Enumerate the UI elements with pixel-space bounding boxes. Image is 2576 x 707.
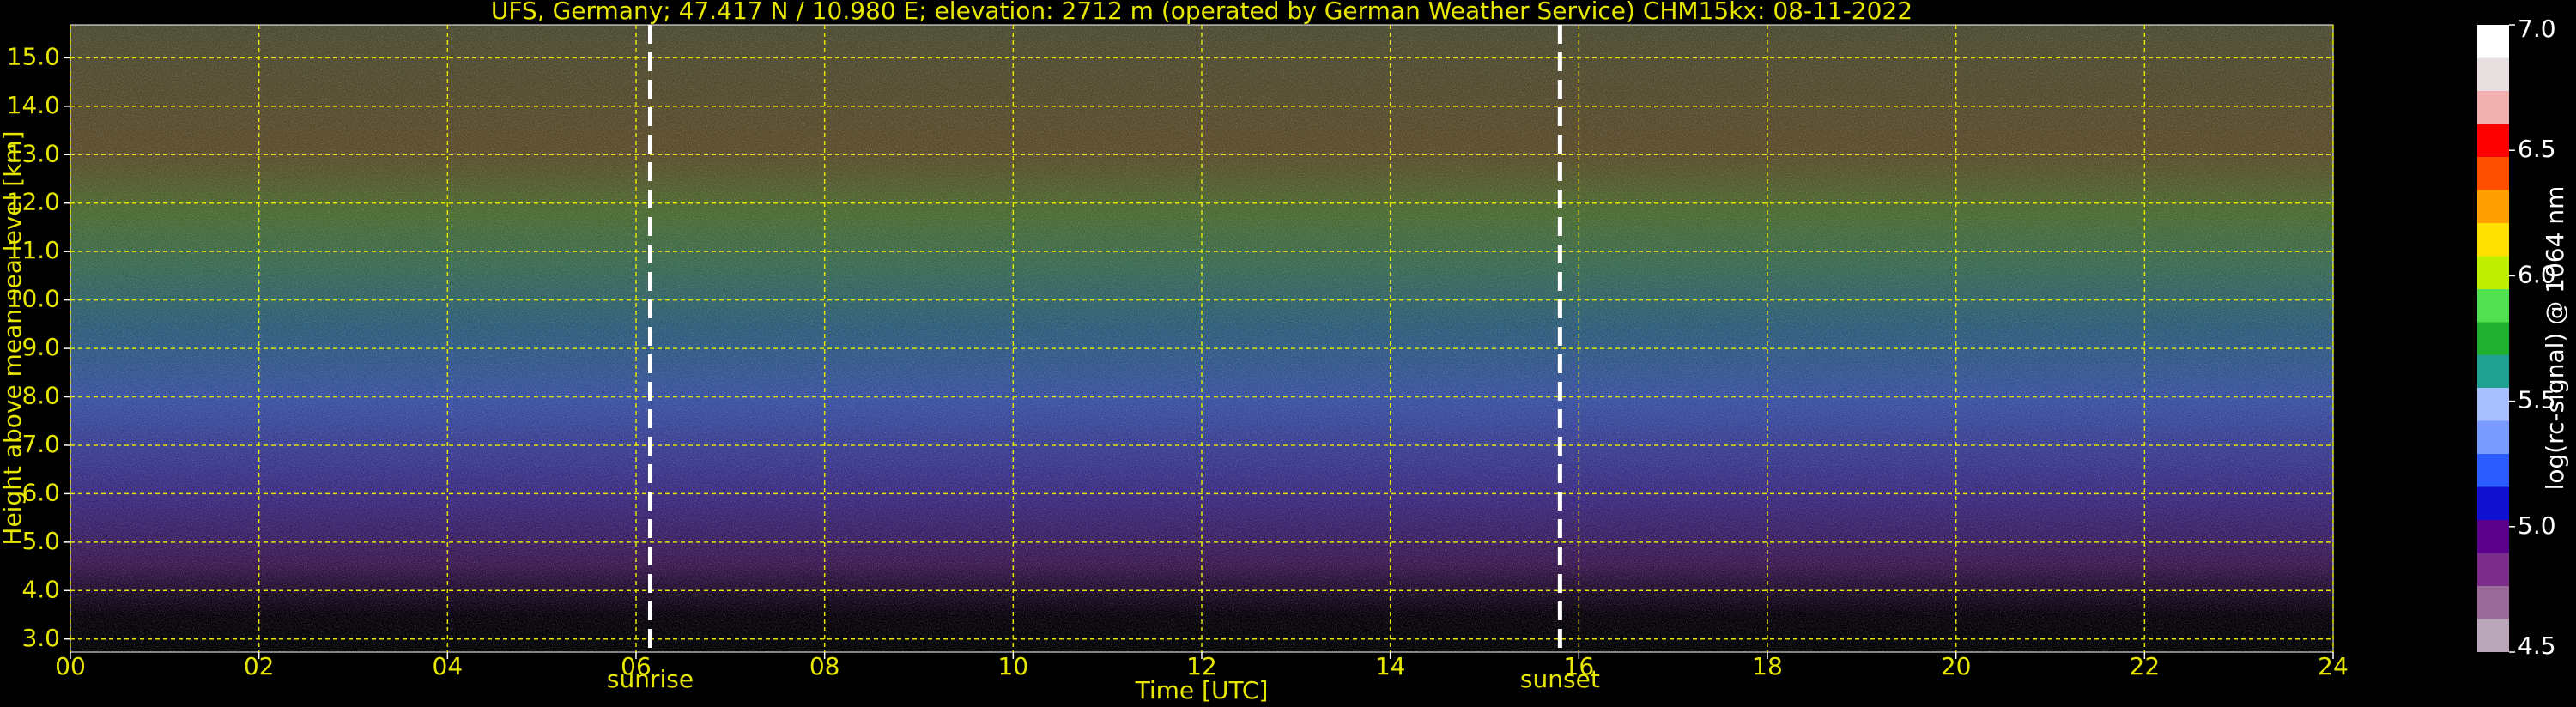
y-tick-label: 9.0 xyxy=(21,333,60,361)
y-tick-label: 5.0 xyxy=(21,527,60,555)
colorbar-tick-label: 6.5 xyxy=(2518,135,2556,163)
y-tick-label: 13.0 xyxy=(7,139,60,167)
x-tick-label: 24 xyxy=(2318,652,2349,680)
x-tick-label: 02 xyxy=(244,652,275,680)
y-tick-label: 15.0 xyxy=(7,42,60,70)
y-tick-label: 11.0 xyxy=(7,236,60,264)
colorbar-label: log(rc-signal) @ 1064 nm xyxy=(2541,186,2569,491)
x-tick-label: 16 xyxy=(1564,652,1595,680)
y-tick-label: 3.0 xyxy=(21,624,60,652)
colorbar-tick-label: 4.5 xyxy=(2518,631,2556,660)
colorbar-tick-label: 5.0 xyxy=(2518,511,2556,540)
colorbar-tick-label: 7.0 xyxy=(2518,15,2556,43)
x-tick-label: 18 xyxy=(1752,652,1783,680)
chart-title: UFS, Germany; 47.417 N / 10.980 E; eleva… xyxy=(491,0,1912,25)
x-tick-label: 08 xyxy=(809,652,840,680)
sun-event-label: sunset xyxy=(1520,665,1600,693)
x-tick-label: 06 xyxy=(621,652,652,680)
x-tick-label: 14 xyxy=(1375,652,1406,680)
x-tick-label: 20 xyxy=(1941,652,1972,680)
x-tick-label: 22 xyxy=(2130,652,2161,680)
y-tick-label: 7.0 xyxy=(21,430,60,458)
x-axis-label: Time [UTC] xyxy=(1135,676,1269,704)
y-axis-label: Height above mean sea level [km] xyxy=(0,130,27,545)
colorbar xyxy=(2477,25,2509,652)
sun-event-label: sunrise xyxy=(607,665,694,693)
y-tick-label: 8.0 xyxy=(21,382,60,410)
x-tick-label: 00 xyxy=(55,652,86,680)
colorbar-tick-label: 5.5 xyxy=(2518,386,2556,414)
y-tick-label: 12.0 xyxy=(7,188,60,216)
x-tick-label: 04 xyxy=(433,652,464,680)
y-tick-label: 4.0 xyxy=(21,575,60,603)
colorbar-tick-label: 6.0 xyxy=(2518,260,2556,288)
y-tick-label: 6.0 xyxy=(21,478,60,506)
x-tick-label: 10 xyxy=(998,652,1029,680)
x-tick-label: 12 xyxy=(1186,652,1217,680)
y-tick-label: 14.0 xyxy=(7,91,60,119)
y-tick-label: 10.0 xyxy=(7,285,60,313)
